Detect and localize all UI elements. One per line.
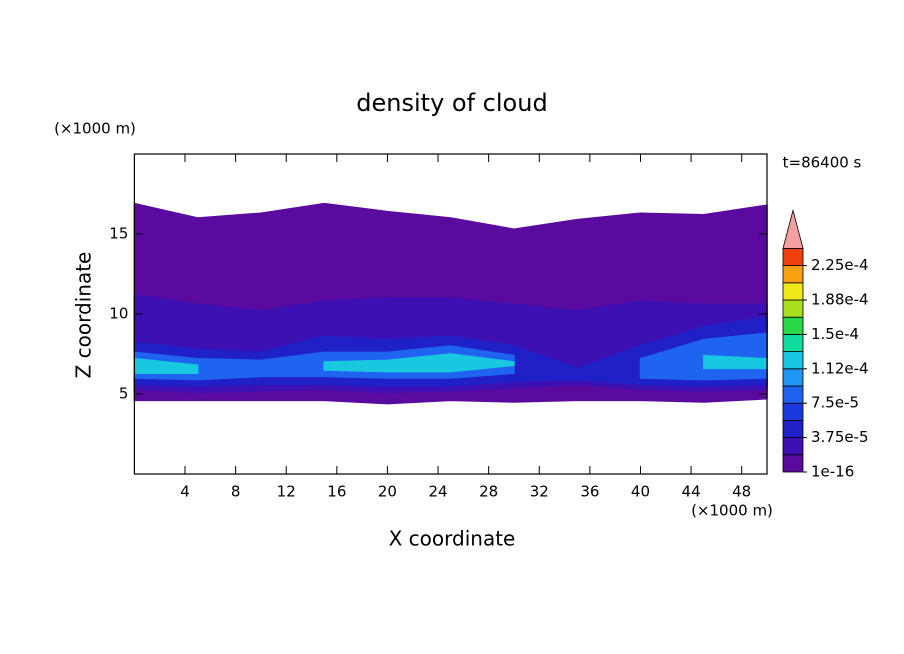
chart-title: density of cloud <box>356 89 547 117</box>
y-axis-title: Z coordinate <box>72 252 96 379</box>
colorbar-box <box>782 454 804 473</box>
colorbar-box <box>782 282 804 301</box>
colorbar-box <box>782 402 804 421</box>
colorbar-box <box>782 265 804 284</box>
colorbar-box <box>782 351 804 370</box>
colorbar-box <box>782 385 804 404</box>
x-tick-label: 28 <box>479 483 498 501</box>
y-tick-label: 5 <box>119 385 129 403</box>
colorbar-label: 1.88e-4 <box>811 291 869 309</box>
x-tick-label: 36 <box>580 483 599 501</box>
colorbar-label: 1e-16 <box>811 463 854 481</box>
x-tick-label: 12 <box>277 483 296 501</box>
x-tick-label: 4 <box>180 483 190 501</box>
x-tick-label: 24 <box>429 483 448 501</box>
colorbar-box <box>782 333 804 352</box>
colorbar-box <box>782 437 804 456</box>
colorbar-label: 3.75e-5 <box>811 428 869 446</box>
colorbar-label: 2.25e-4 <box>811 256 869 274</box>
x-unit: (×1000 m) <box>691 502 773 520</box>
colorbar-box <box>782 247 804 266</box>
x-axis-title: X coordinate <box>389 527 516 551</box>
colorbar-label: 1.12e-4 <box>811 359 869 377</box>
x-tick-label: 44 <box>682 483 701 501</box>
colorbar-box <box>782 419 804 438</box>
x-tick-label: 8 <box>231 483 241 501</box>
x-tick-label: 16 <box>327 483 346 501</box>
colorbar-box <box>782 299 804 318</box>
y-tick-label: 15 <box>109 225 128 243</box>
colorbar-box <box>782 316 804 335</box>
contour-band <box>323 353 515 373</box>
x-tick-label: 40 <box>631 483 650 501</box>
colorbar-extend <box>782 208 804 249</box>
x-tick-label: 20 <box>378 483 397 501</box>
colorbar-label: 7.5e-5 <box>811 394 859 412</box>
y-unit: (×1000 m) <box>54 120 136 138</box>
x-tick-label: 32 <box>530 483 549 501</box>
y-tick-label: 10 <box>109 305 128 323</box>
colorbar-box <box>782 368 804 387</box>
x-tick-label: 48 <box>732 483 751 501</box>
colorbar-label: 1.5e-4 <box>811 325 859 343</box>
time-label: t=86400 s <box>783 154 862 172</box>
